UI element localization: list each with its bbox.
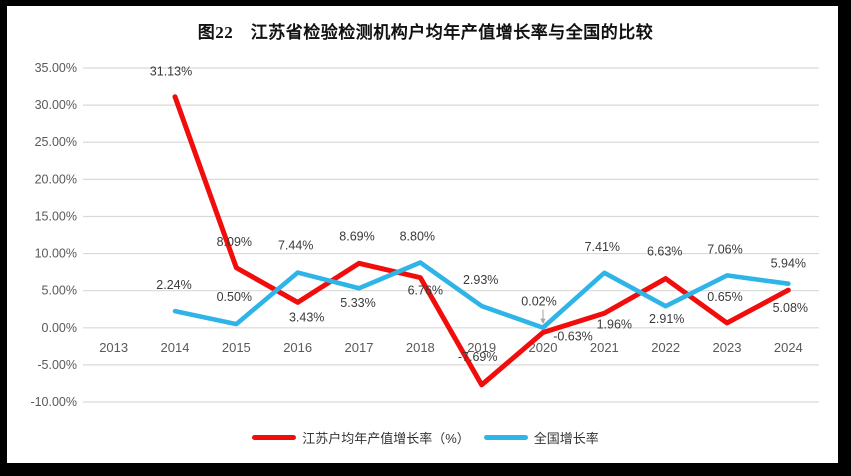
x-axis-year-label: 2018 [406,340,435,355]
data-point-label: 8.80% [400,229,435,243]
y-axis-tick-label: -10.00% [30,395,77,409]
legend-item-national: 全国增长率 [483,428,599,447]
y-axis-tick-label: 35.00% [35,61,77,75]
data-point-label: 8.09% [217,235,252,249]
y-axis-tick-label: 0.00% [42,321,77,335]
data-point-label: 6.63% [647,245,682,259]
x-axis-year-label: 2019 [467,340,496,355]
chart-title: 图22 江苏省检验检测机构户均年产值增长率与全国的比较 [197,23,654,42]
national-growth-line [172,260,791,330]
data-point-label: 5.33% [340,296,375,310]
y-axis-tick-label: 5.00% [42,284,77,298]
y-axis-tick-label: 30.00% [35,98,77,112]
data-point-label: 2.91% [649,312,684,326]
x-axis-year-label: 2021 [590,340,619,355]
x-axis-year-label: 2016 [283,340,312,355]
legend-swatch-jiangsu-line [252,435,297,440]
x-axis-year-label: 2017 [345,340,374,355]
x-axis-year-label: 2022 [651,340,680,355]
label-leader-arrow-icon [540,318,546,325]
data-point-label: 7.44% [278,239,313,253]
y-axis-tick-label: -5.00% [37,358,77,372]
data-point-label: 7.06% [707,242,742,256]
legend-swatch-national-line [483,435,528,440]
data-point-label: 0.02% [521,295,556,309]
x-axis-year-label: 2020 [529,340,558,355]
data-point-label: 2.93% [463,273,498,287]
x-axis-year-label: 2015 [222,340,251,355]
data-point-label: 2.24% [156,278,191,292]
y-axis-tick-label: 10.00% [35,247,77,261]
data-point-label: 8.69% [339,229,374,243]
data-point-label: 7.41% [585,240,620,254]
data-point-label: -0.63% [553,329,593,343]
chart-legend: 江苏户均年产值增长率（%） 全国增长率 [0,428,851,447]
x-axis-year-label: 2024 [774,340,803,355]
data-point-label: 1.96% [597,317,632,331]
document-page [7,6,838,463]
legend-item-jiangsu: 江苏户均年产值增长率（%） [252,428,470,447]
data-point-label: 3.43% [289,310,324,324]
data-point-label: 5.08% [773,301,808,315]
data-point-label: -7.69% [458,350,498,364]
y-axis-tick-label: 15.00% [35,209,77,223]
legend-label-national: 全国增长率 [533,431,599,446]
y-axis-tick-label: 25.00% [35,135,77,149]
legend-label-jiangsu: 江苏户均年产值增长率（%） [302,431,470,446]
data-point-label: 31.13% [150,65,192,79]
data-point-label: 6.76% [408,284,443,298]
x-axis-year-label: 2014 [161,340,190,355]
x-axis-year-label: 2013 [99,340,128,355]
data-point-label: 5.94% [771,257,806,271]
data-point-label: 0.50% [217,290,252,304]
data-point-label: 0.65% [707,290,742,304]
y-axis-tick-label: 20.00% [35,172,77,186]
x-axis-year-label: 2023 [713,340,742,355]
